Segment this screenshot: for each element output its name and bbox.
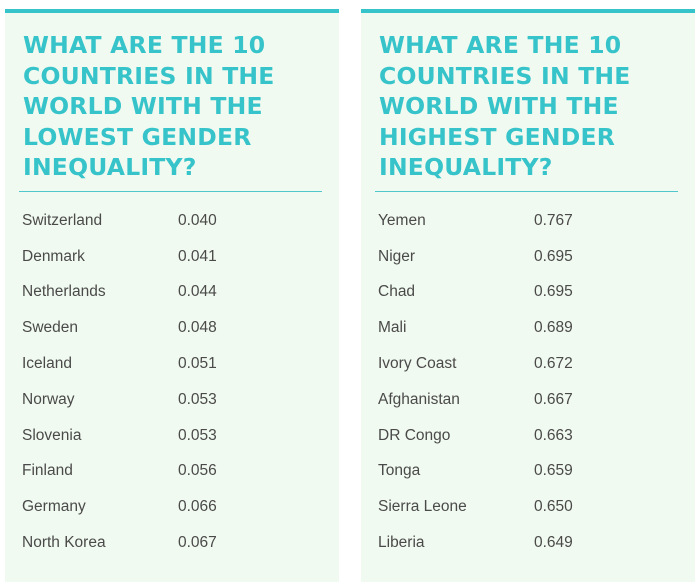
inequality-value: 0.663 bbox=[534, 426, 573, 444]
country-row: Afghanistan 0.667 bbox=[378, 382, 678, 418]
inequality-value: 0.056 bbox=[178, 462, 217, 480]
country-name: Slovenia bbox=[22, 426, 82, 444]
title-line: LOWEST GENDER bbox=[23, 122, 252, 151]
lowest-inequality-panel: WHAT ARE THE 10 COUNTRIES IN THE WORLD W… bbox=[5, 9, 339, 582]
country-row: Netherlands 0.044 bbox=[22, 275, 322, 311]
country-row: Yemen 0.767 bbox=[378, 203, 678, 239]
inequality-value: 0.649 bbox=[534, 534, 573, 552]
country-name: Germany bbox=[22, 498, 86, 516]
country-name: Liberia bbox=[378, 534, 425, 552]
country-name: Finland bbox=[22, 462, 73, 480]
country-row: Liberia 0.649 bbox=[378, 525, 678, 561]
inequality-value: 0.041 bbox=[178, 247, 217, 265]
country-row: Germany 0.066 bbox=[22, 489, 322, 525]
inequality-value: 0.048 bbox=[178, 319, 217, 337]
inequality-value: 0.667 bbox=[534, 390, 573, 408]
title-line: INEQUALITY? bbox=[23, 153, 197, 181]
inequality-value: 0.066 bbox=[178, 498, 217, 516]
title-line: INEQUALITY? bbox=[379, 153, 553, 181]
title-line: WORLD WITH THE bbox=[379, 92, 619, 120]
country-name: Norway bbox=[22, 390, 75, 408]
country-name: Tonga bbox=[378, 462, 421, 480]
title-divider bbox=[375, 191, 678, 192]
title-line: WHAT ARE THE 10 bbox=[23, 31, 266, 59]
title-line: HIGHEST GENDER bbox=[379, 122, 616, 151]
highest-inequality-title: WHAT ARE THE 10 COUNTRIES IN THE WORLD W… bbox=[379, 30, 679, 183]
country-row: Tonga 0.659 bbox=[378, 454, 678, 490]
country-row: Finland 0.056 bbox=[22, 454, 322, 490]
country-name: Netherlands bbox=[22, 283, 106, 301]
title-line: COUNTRIES IN THE bbox=[379, 61, 631, 90]
country-name: Switzerland bbox=[22, 211, 103, 229]
lowest-inequality-title: WHAT ARE THE 10 COUNTRIES IN THE WORLD W… bbox=[23, 30, 323, 183]
country-row: North Korea 0.067 bbox=[22, 525, 322, 561]
country-name: Chad bbox=[378, 283, 416, 301]
country-row: Switzerland 0.040 bbox=[22, 203, 322, 239]
country-row: Denmark 0.041 bbox=[22, 239, 322, 275]
lowest-inequality-list: Switzerland 0.040 Denmark 0.041 Netherland… bbox=[22, 203, 322, 561]
country-row: Ivory Coast 0.672 bbox=[378, 346, 678, 382]
title-line: WHAT ARE THE 10 bbox=[379, 31, 622, 59]
country-name: Niger bbox=[378, 247, 416, 265]
inequality-value: 0.053 bbox=[178, 390, 217, 408]
highest-inequality-panel: WHAT ARE THE 10 COUNTRIES IN THE WORLD W… bbox=[361, 9, 695, 582]
inequality-value: 0.053 bbox=[178, 426, 217, 444]
country-row: Chad 0.695 bbox=[378, 275, 678, 311]
inequality-value: 0.659 bbox=[534, 462, 573, 480]
country-row: Iceland 0.051 bbox=[22, 346, 322, 382]
country-row: DR Congo 0.663 bbox=[378, 418, 678, 454]
country-name: DR Congo bbox=[378, 426, 451, 444]
inequality-value: 0.044 bbox=[178, 283, 217, 301]
title-line: WORLD WITH THE bbox=[23, 92, 263, 120]
country-name: Iceland bbox=[22, 355, 72, 373]
inequality-value: 0.695 bbox=[534, 283, 573, 301]
country-name: Denmark bbox=[22, 247, 85, 265]
inequality-value: 0.040 bbox=[178, 211, 217, 229]
country-name: Sierra Leone bbox=[378, 498, 467, 516]
country-row: Sierra Leone 0.650 bbox=[378, 489, 678, 525]
inequality-value: 0.767 bbox=[534, 211, 573, 229]
inequality-value: 0.067 bbox=[178, 534, 217, 552]
country-row: Slovenia 0.053 bbox=[22, 418, 322, 454]
inequality-value: 0.051 bbox=[178, 355, 217, 373]
country-row: Mali 0.689 bbox=[378, 310, 678, 346]
inequality-value: 0.695 bbox=[534, 247, 573, 265]
inequality-value: 0.672 bbox=[534, 355, 573, 373]
country-row: Sweden 0.048 bbox=[22, 310, 322, 346]
country-name: Ivory Coast bbox=[378, 355, 457, 373]
country-row: Niger 0.695 bbox=[378, 239, 678, 275]
country-row: Norway 0.053 bbox=[22, 382, 322, 418]
country-name: Mali bbox=[378, 319, 407, 337]
country-name: Afghanistan bbox=[378, 390, 460, 408]
country-name: North Korea bbox=[22, 534, 106, 552]
highest-inequality-list: Yemen 0.767 Niger 0.695 Chad 0.695 Mali 0.68… bbox=[378, 203, 678, 561]
inequality-value: 0.650 bbox=[534, 498, 573, 516]
country-name: Yemen bbox=[378, 211, 426, 229]
country-name: Sweden bbox=[22, 319, 79, 337]
inequality-value: 0.689 bbox=[534, 319, 573, 337]
title-divider bbox=[19, 191, 322, 192]
title-line: COUNTRIES IN THE bbox=[23, 61, 275, 90]
